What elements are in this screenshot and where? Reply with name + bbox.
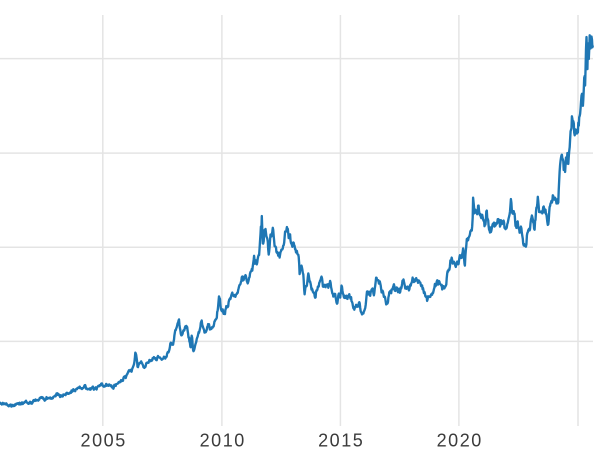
svg-text:2015: 2015 <box>318 431 364 450</box>
svg-text:2020: 2020 <box>437 431 483 450</box>
svg-text:2005: 2005 <box>81 431 127 450</box>
svg-text:2010: 2010 <box>200 431 246 450</box>
